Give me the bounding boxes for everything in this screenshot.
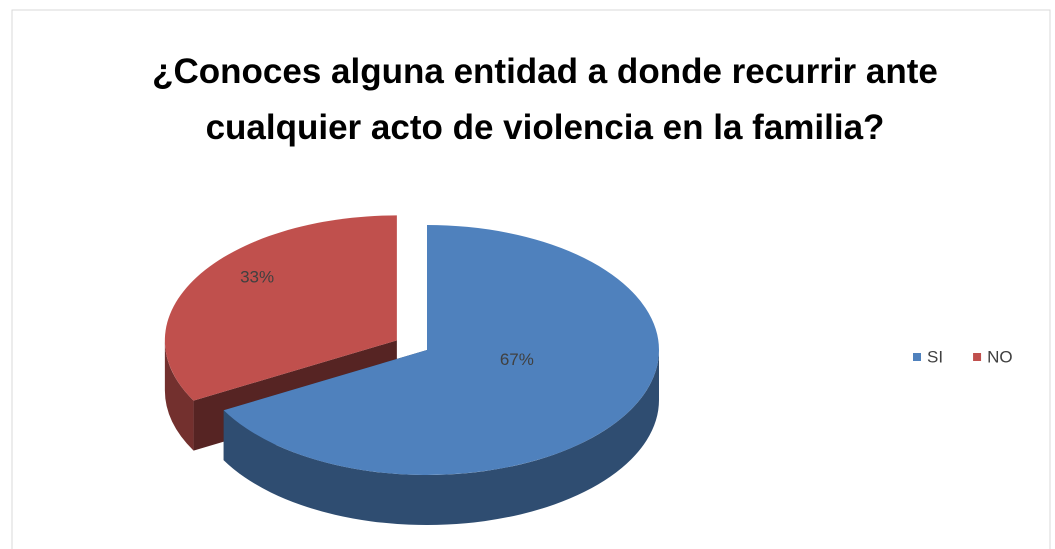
legend-swatch bbox=[973, 353, 982, 361]
legend-swatch bbox=[913, 353, 921, 361]
legend-label: NO bbox=[987, 347, 1013, 366]
pie-slice bbox=[223, 225, 660, 475]
pie-slice bbox=[164, 215, 397, 401]
slice-side bbox=[223, 350, 660, 526]
data-label: 33% bbox=[240, 267, 274, 286]
legend-label: SI bbox=[927, 347, 943, 366]
chart-title: ¿Conoces alguna entidad a donde recurrir… bbox=[152, 52, 938, 147]
slice-side bbox=[164, 340, 194, 451]
data-label: 67% bbox=[500, 350, 534, 369]
